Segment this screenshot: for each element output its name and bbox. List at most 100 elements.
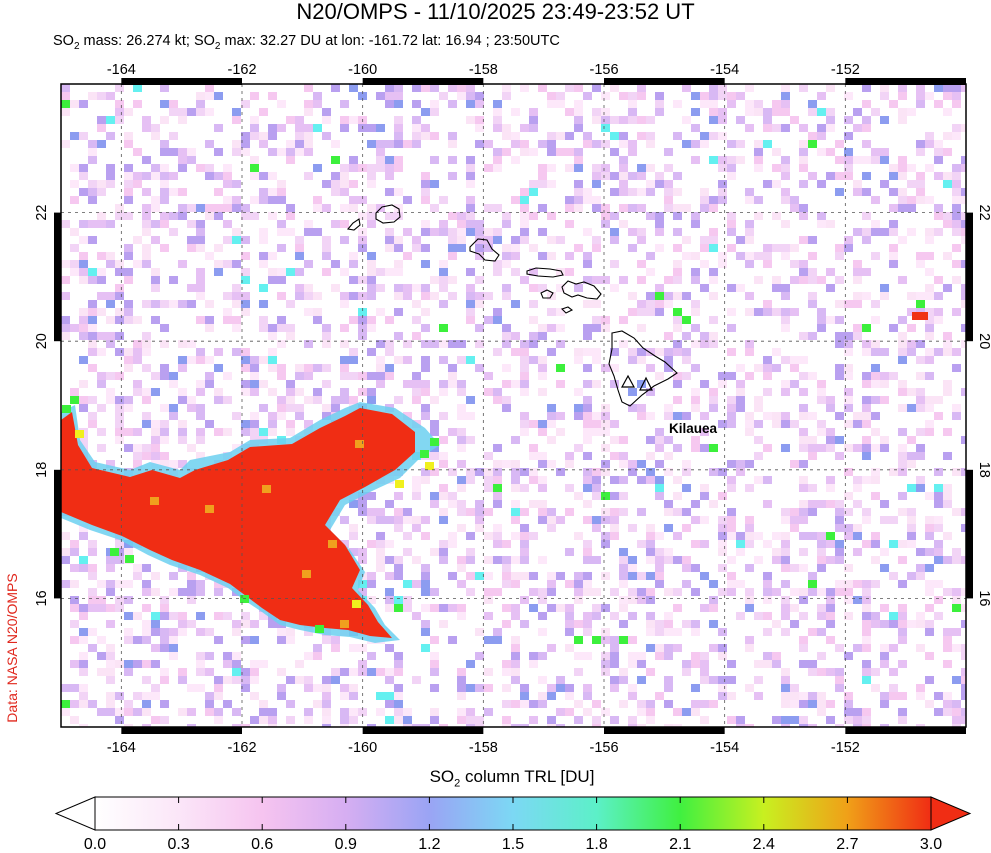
so2-plume: [61, 396, 440, 643]
so2-pixel: [268, 412, 277, 420]
so2-pixel: [745, 564, 754, 572]
so2-pixel: [763, 476, 772, 484]
so2-pixel: [556, 308, 565, 316]
so2-pixel: [781, 548, 790, 556]
so2-pixel: [673, 556, 682, 564]
so2-pixel: [592, 84, 601, 92]
so2-pixel: [610, 348, 619, 356]
so2-pixel: [880, 700, 889, 708]
so2-pixel: [583, 628, 592, 636]
so2-pixel: [772, 164, 781, 172]
so2-pixel: [727, 140, 736, 148]
so2-pixel: [124, 348, 133, 356]
so2-pixel: [106, 460, 115, 468]
so2-pixel: [178, 188, 187, 196]
so2-pixel: [898, 468, 907, 476]
so2-pixel: [754, 532, 763, 540]
so2-pixel: [493, 164, 502, 172]
lon-tick-label-bottom: -160: [348, 740, 377, 756]
so2-pixel: [763, 108, 772, 116]
so2-pixel: [862, 124, 871, 132]
so2-pixel: [250, 412, 259, 420]
so2-pixel: [439, 724, 448, 727]
so2-pixel: [196, 628, 205, 636]
so2-pixel: [196, 652, 205, 660]
so2-pixel: [61, 324, 70, 332]
so2-pixel: [547, 684, 556, 692]
so2-pixel: [655, 532, 664, 540]
so2-pixel: [394, 524, 403, 532]
so2-pixel: [520, 388, 529, 396]
so2-pixel: [448, 604, 457, 612]
so2-pixel: [817, 444, 826, 452]
so2-pixel: [169, 380, 178, 388]
so2-pixel: [565, 684, 574, 692]
so2-pixel: [241, 276, 250, 284]
so2-pixel: [673, 276, 682, 284]
so2-pixel: [961, 604, 966, 612]
so2-pixel: [556, 284, 565, 292]
so2-pixel: [574, 84, 583, 92]
so2-pixel: [484, 612, 493, 620]
so2-pixel: [502, 292, 511, 300]
so2-pixel: [151, 436, 160, 444]
so2-pixel: [160, 164, 169, 172]
so2-pixel: [160, 636, 169, 644]
so2-pixel: [79, 604, 88, 612]
so2-pixel: [916, 292, 925, 300]
so2-pixel: [961, 156, 966, 164]
so2-pixel: [610, 524, 619, 532]
so2-pixel: [115, 404, 124, 412]
so2-pixel: [862, 172, 871, 180]
so2-pixel: [853, 332, 862, 340]
so2-pixel: [547, 644, 556, 652]
so2-pixel: [943, 628, 952, 636]
so2-pixel: [511, 700, 520, 708]
so2-pixel: [547, 348, 556, 356]
so2-pixel: [700, 676, 709, 684]
so2-pixel: [781, 244, 790, 252]
so2-pixel: [754, 148, 763, 156]
so2-pixel: [106, 644, 115, 652]
so2-pixel: [709, 236, 718, 244]
so2-pixel: [421, 564, 430, 572]
so2-pixel: [367, 260, 376, 268]
so2-pixel: [790, 260, 799, 268]
so2-pixel: [610, 284, 619, 292]
so2-pixel: [781, 220, 790, 228]
so2-pixel: [295, 148, 304, 156]
so2-pixel: [313, 292, 322, 300]
so2-pixel: [871, 364, 880, 372]
so2-pixel: [340, 204, 349, 212]
so2-pixel: [178, 628, 187, 636]
so2-pixel: [844, 468, 853, 476]
so2-pixel: [952, 308, 961, 316]
so2-pixel: [214, 260, 223, 268]
so2-pixel: [421, 356, 430, 364]
so2-pixel: [745, 540, 754, 548]
so2-pixel: [421, 340, 430, 348]
so2-pixel: [205, 164, 214, 172]
so2-pixel: [592, 588, 601, 596]
so2-pixel: [106, 620, 115, 628]
so2-pixel: [646, 540, 655, 548]
so2-pixel: [619, 92, 628, 100]
so2-pixel: [250, 620, 259, 628]
so2-pixel: [205, 316, 214, 324]
so2-pixel: [466, 588, 475, 596]
so2-pixel: [106, 604, 115, 612]
so2-pixel: [394, 596, 403, 604]
so2-pixel: [493, 316, 502, 324]
so2-pixel: [691, 212, 700, 220]
so2-pixel: [277, 636, 286, 644]
so2-pixel: [466, 316, 475, 324]
so2-pixel: [115, 292, 124, 300]
so2-pixel: [178, 668, 187, 676]
plume-pixel: [340, 620, 349, 628]
so2-pixel: [781, 716, 790, 724]
so2-pixel: [232, 204, 241, 212]
so2-pixel: [241, 148, 250, 156]
so2-pixel: [799, 268, 808, 276]
so2-pixel: [241, 676, 250, 684]
so2-pixel: [178, 388, 187, 396]
